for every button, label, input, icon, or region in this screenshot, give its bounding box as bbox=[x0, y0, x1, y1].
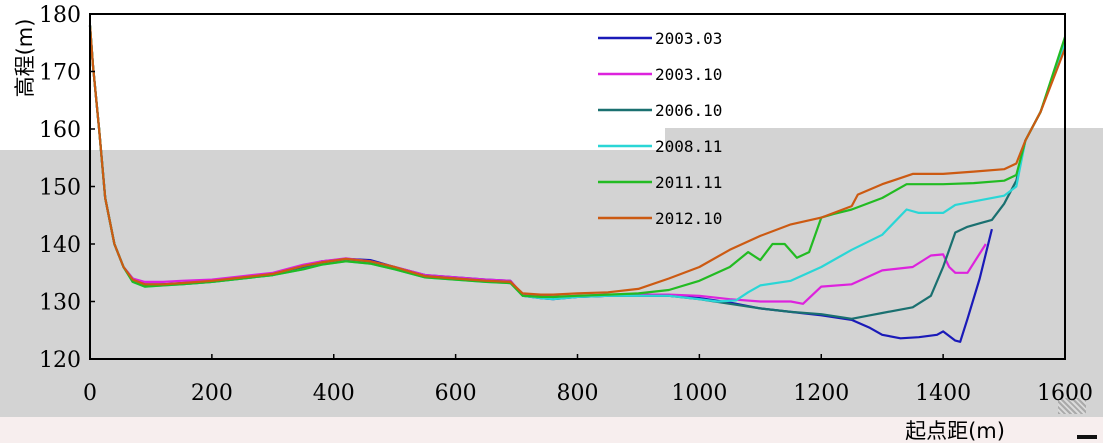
legend-label: 2006.10 bbox=[655, 101, 722, 120]
series-line bbox=[88, 25, 1067, 298]
x-tick-label: 800 bbox=[557, 381, 599, 406]
tick-labels: 120 130 140 150 160 170 180 0 200 400 600 800 1000 12… bbox=[39, 3, 1093, 406]
y-tick-label: 130 bbox=[39, 291, 81, 316]
series-line bbox=[88, 25, 987, 305]
x-tick-label: 200 bbox=[191, 381, 233, 406]
plot-frame bbox=[89, 13, 1066, 360]
x-tick-label: 1600 bbox=[1037, 381, 1093, 406]
background-gray-right bbox=[665, 128, 1103, 417]
scan-noise-mark bbox=[1058, 398, 1086, 414]
y-tick-label: 180 bbox=[39, 3, 81, 28]
y-tick-label: 170 bbox=[39, 61, 81, 86]
corner-mark bbox=[1077, 435, 1097, 439]
legend-label: 2003.03 bbox=[655, 29, 722, 48]
series-line bbox=[88, 25, 1067, 320]
background-gray-left bbox=[0, 150, 665, 417]
y-tick-label: 140 bbox=[39, 233, 81, 258]
legend-label: 2003.10 bbox=[655, 65, 722, 84]
x-tick-label: 1400 bbox=[915, 381, 971, 406]
x-tick-label: 1200 bbox=[793, 381, 849, 406]
legend-label: 2008.11 bbox=[655, 137, 722, 156]
x-tick-label: 600 bbox=[435, 381, 477, 406]
legend: 2003.03 2003.10 2006.10 2008.11 2011.11 2012.… bbox=[598, 29, 722, 228]
x-tick-label: 1000 bbox=[671, 381, 727, 406]
y-axis-label: 高程(m) bbox=[13, 19, 37, 98]
series-line bbox=[88, 25, 1067, 296]
background-bottom-strip bbox=[0, 417, 1103, 443]
plot-lines bbox=[88, 25, 1067, 343]
y-tick-label: 160 bbox=[39, 118, 81, 143]
axes bbox=[89, 13, 1066, 360]
legend-label: 2012.10 bbox=[655, 209, 722, 228]
x-tick-label: 400 bbox=[313, 381, 355, 406]
legend-label: 2011.11 bbox=[655, 173, 722, 192]
y-tick-label: 120 bbox=[39, 348, 81, 373]
x-tick-label: 0 bbox=[83, 381, 97, 406]
series-line bbox=[88, 25, 1067, 303]
y-tick-label: 150 bbox=[39, 176, 81, 201]
x-axis-label: 起点距(m) bbox=[905, 419, 1005, 443]
